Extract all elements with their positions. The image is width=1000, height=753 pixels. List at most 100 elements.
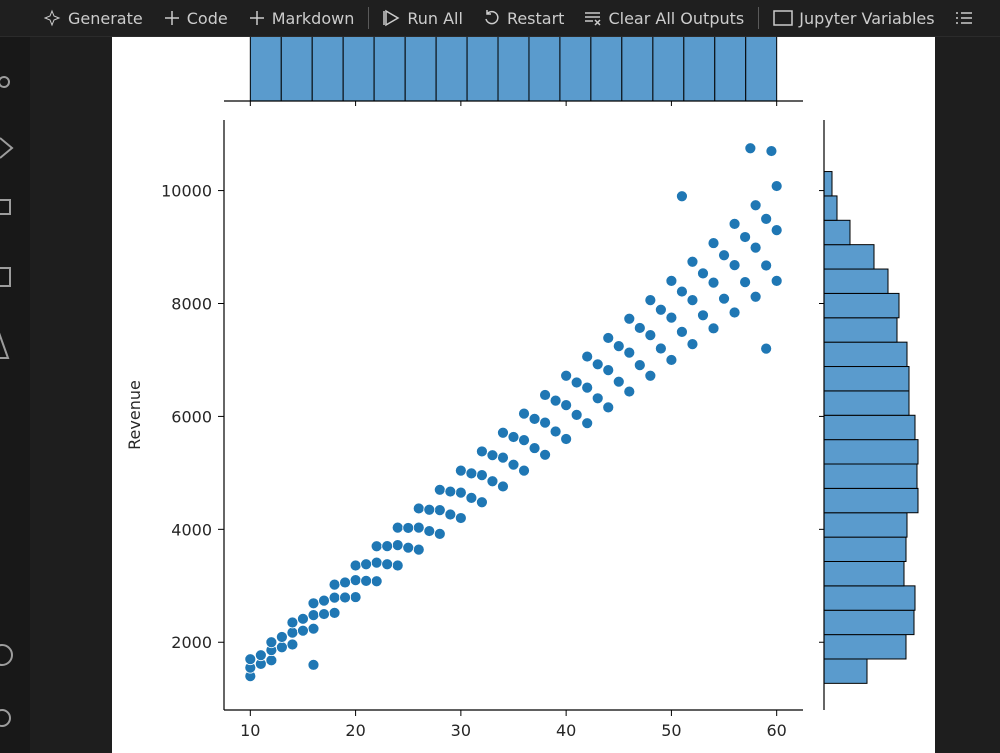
scatter-point xyxy=(744,142,757,155)
code-button[interactable]: Code xyxy=(153,9,238,28)
y-hist-bar xyxy=(823,512,908,538)
scatter-point xyxy=(476,469,488,482)
variables-button[interactable]: Jupyter Variables xyxy=(763,9,944,28)
scatter-point xyxy=(507,431,520,443)
scatter-point xyxy=(307,597,320,610)
scatter-point xyxy=(318,608,330,620)
scatter-point xyxy=(612,340,625,353)
y-hist-bar xyxy=(823,560,905,587)
scatter-point xyxy=(602,332,615,344)
scatter-point xyxy=(370,540,383,553)
scatter-point xyxy=(402,522,415,534)
y-hist-bar xyxy=(823,244,875,270)
scatter-point xyxy=(497,426,509,439)
more-button[interactable] xyxy=(945,9,989,27)
scatter-point xyxy=(539,416,551,429)
clear-outputs-button[interactable]: Clear All Outputs xyxy=(574,9,754,28)
scatter-point xyxy=(602,401,615,414)
scatter-point xyxy=(402,541,415,554)
scatter-point xyxy=(665,311,678,324)
scatter-point xyxy=(423,525,436,537)
scatter-point xyxy=(412,521,425,534)
scatter-point xyxy=(570,376,583,389)
label: Generate xyxy=(68,8,143,28)
scatter-point xyxy=(454,512,467,524)
icon xyxy=(0,644,13,666)
x-axis-label: Price xyxy=(494,751,533,753)
y-hist-bar xyxy=(823,609,915,636)
scatter-point xyxy=(412,543,425,556)
scatter-point xyxy=(328,591,341,604)
scatter-point xyxy=(581,417,594,430)
scatter-point xyxy=(665,354,678,366)
separator xyxy=(758,7,760,29)
y-hist-bar xyxy=(823,487,919,514)
run-all-button[interactable]: Run All xyxy=(373,9,473,28)
x-tick-label: 40 xyxy=(556,721,576,740)
label: Restart xyxy=(506,8,565,28)
y-hist-bar xyxy=(823,292,900,319)
scatter-point xyxy=(370,556,383,569)
icon xyxy=(0,332,10,359)
scatter-point xyxy=(349,574,362,587)
scatter-point xyxy=(728,259,741,272)
scatter-point xyxy=(381,540,394,552)
y-hist-bar xyxy=(823,268,889,294)
scatter-point xyxy=(760,259,773,272)
scatter-point xyxy=(770,275,783,287)
scatter-point xyxy=(539,389,551,401)
y-hist-bar xyxy=(823,634,907,660)
scatter-point xyxy=(297,624,309,637)
scatter-point xyxy=(570,408,583,421)
y-tick-label: 10000 xyxy=(161,182,212,201)
scatter-point xyxy=(623,385,636,398)
scatter-point xyxy=(476,445,488,458)
icon xyxy=(0,199,11,215)
scatter-point xyxy=(391,521,404,534)
scatter-point xyxy=(654,342,667,355)
scatter-point xyxy=(339,591,351,604)
icon xyxy=(485,10,499,25)
scatter-point xyxy=(697,267,709,280)
scatter-point xyxy=(465,491,478,504)
icon xyxy=(585,12,601,26)
scatter-point xyxy=(581,381,594,394)
scatter-point xyxy=(297,612,309,625)
generate-button[interactable]: Generate xyxy=(34,9,153,28)
scatter-point xyxy=(433,527,446,540)
y-tick-label: 4000 xyxy=(171,520,212,539)
y-hist-bar xyxy=(823,195,838,221)
scatter-point xyxy=(244,653,257,666)
scatter-point xyxy=(433,483,446,496)
scatter-point xyxy=(591,392,604,405)
scatter-point xyxy=(770,180,783,192)
scatter-point xyxy=(739,276,751,288)
scatter-point xyxy=(728,306,741,319)
markdown-button[interactable]: Markdown xyxy=(238,9,365,28)
y-hist-bar xyxy=(823,317,898,343)
scatter-point xyxy=(623,346,636,359)
scatter-point xyxy=(665,275,678,287)
notebook-toolbar: Generate Code Markdown Run All Restart C… xyxy=(0,0,1000,37)
scatter-point xyxy=(528,412,541,425)
scatter-point xyxy=(307,622,320,635)
scatter-point xyxy=(697,309,709,322)
scatter-point xyxy=(381,558,394,571)
y-hist-bar xyxy=(823,366,910,392)
scatter-point xyxy=(760,212,773,225)
scatter-point xyxy=(591,358,604,371)
scatter-point xyxy=(718,249,730,262)
y-hist-bar xyxy=(823,341,908,368)
scatter-point xyxy=(728,217,741,230)
scatter-point xyxy=(286,616,299,629)
scatter-point xyxy=(612,375,625,388)
scatter-point xyxy=(633,359,646,371)
icon xyxy=(0,709,11,727)
y-hist-bar xyxy=(823,219,851,246)
scatter-point xyxy=(633,322,646,334)
restart-button[interactable]: Restart xyxy=(473,9,575,28)
activity-bar xyxy=(0,0,30,753)
scatter-point xyxy=(476,496,488,509)
